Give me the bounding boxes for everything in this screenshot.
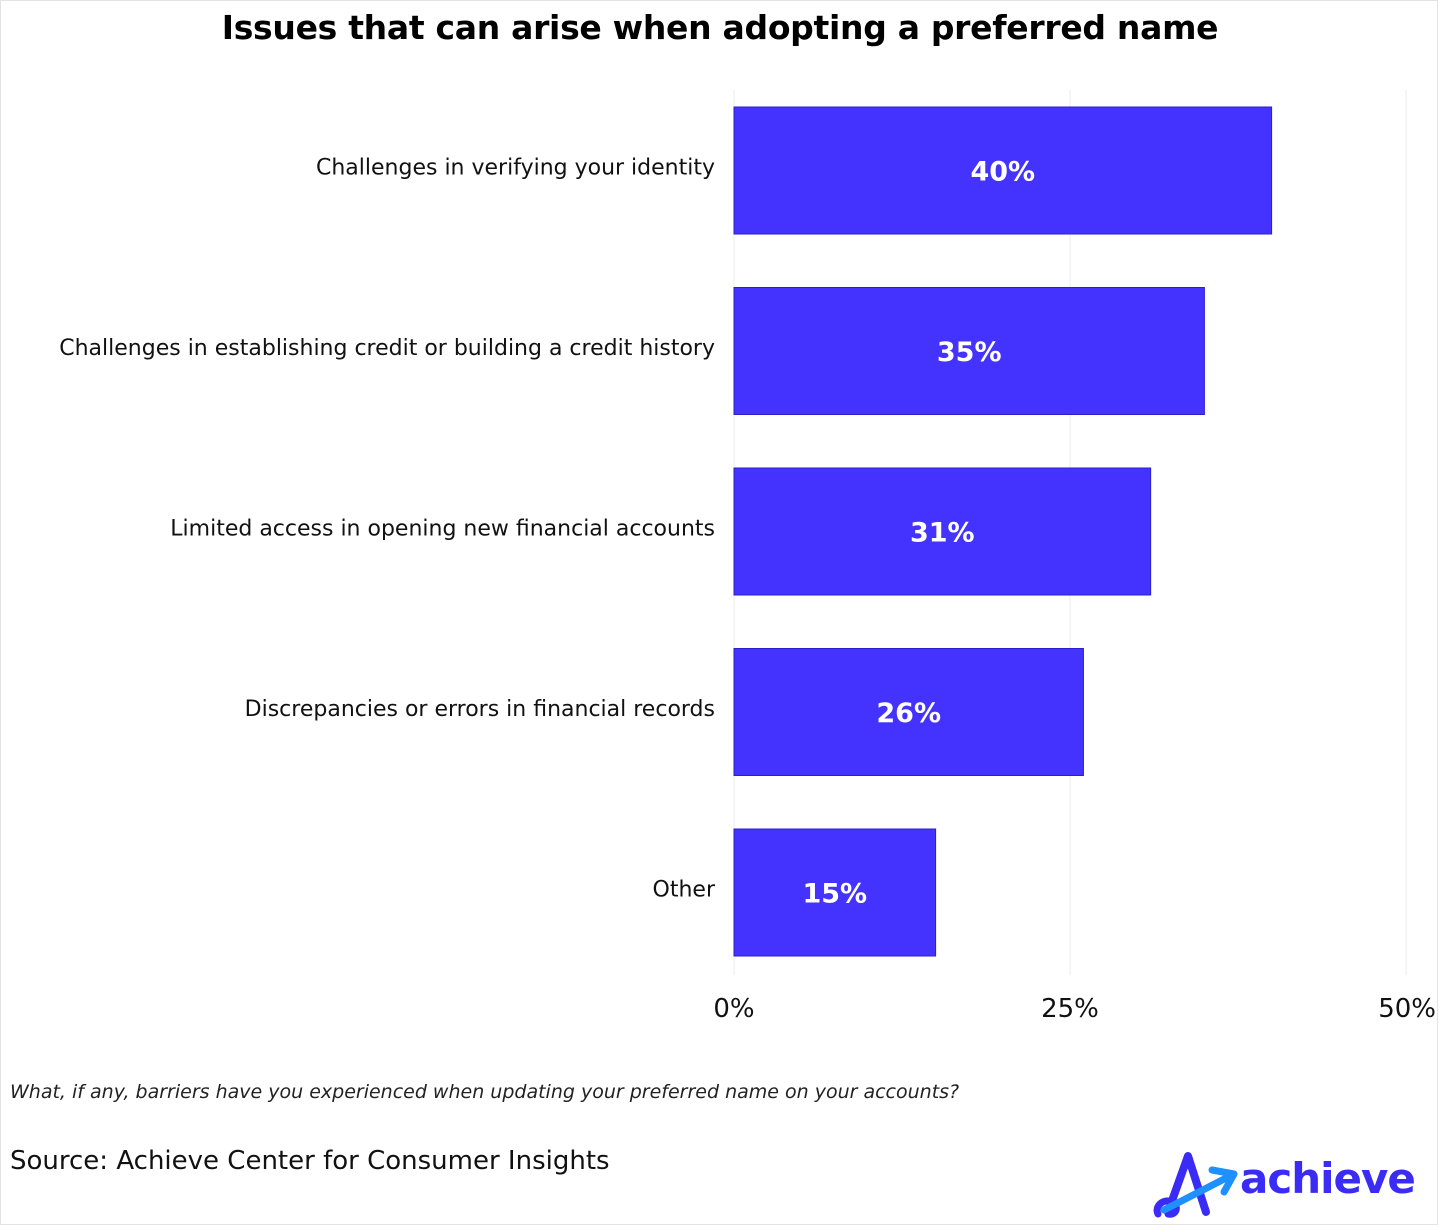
achieve-logo: achieve xyxy=(1150,1148,1430,1220)
bar-value-label-4: 15% xyxy=(802,879,867,910)
bar-3 xyxy=(733,648,1084,776)
category-label-3: Discrepancies or errors in financial rec… xyxy=(245,697,715,722)
chart-title: Issues that can arise when adopting a pr… xyxy=(221,8,1219,47)
survey-question: What, if any, barriers have you experien… xyxy=(10,1081,960,1103)
category-label-2: Limited access in opening new financial … xyxy=(170,517,715,542)
bar-4 xyxy=(733,828,937,957)
logo-wordmark: achieve xyxy=(1240,1154,1416,1203)
bar-2 xyxy=(733,467,1152,596)
x-tick-label-0: 0% xyxy=(713,994,754,1024)
category-label-0: Challenges in verifying your identity xyxy=(316,156,715,181)
bar-value-label-3: 26% xyxy=(876,698,941,729)
bar-1 xyxy=(733,287,1205,415)
x-tick-label-1: 25% xyxy=(1041,994,1099,1024)
bar-chart: 40% Challenges in verifying your identity… xyxy=(59,90,1436,1024)
bar-0 xyxy=(733,106,1273,235)
bar-value-label-1: 35% xyxy=(937,337,1002,368)
category-label-4: Other xyxy=(653,878,716,903)
category-label-1: Challenges in establishing credit or bui… xyxy=(59,336,715,361)
bar-value-label-0: 40% xyxy=(970,157,1035,188)
source-note: Source: Achieve Center for Consumer Insi… xyxy=(10,1146,610,1176)
achieve-arrow-logo-icon xyxy=(1153,1152,1238,1218)
bar-value-label-2: 31% xyxy=(910,518,975,549)
x-tick-label-2: 50% xyxy=(1378,994,1436,1024)
